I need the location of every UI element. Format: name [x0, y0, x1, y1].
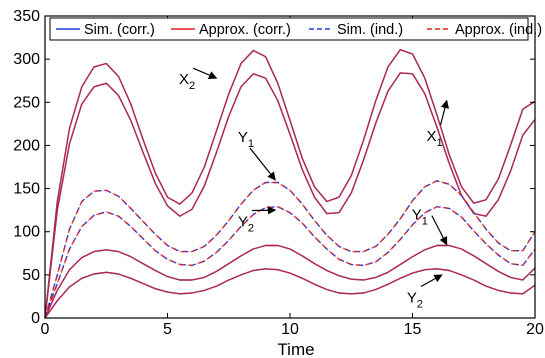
x-tick-label: 5: [163, 321, 172, 338]
annotation-arrow: [439, 99, 450, 126]
series-line-approx-corr: [44, 72, 536, 319]
annotation-y1: Y1: [412, 207, 448, 246]
legend-label: Approx. (ind.): [455, 22, 542, 38]
annotation-arrow: [249, 147, 276, 181]
legend-label: Sim. (ind.): [337, 22, 403, 38]
annotation-main: X: [179, 71, 189, 88]
legend-entry: Sim. (ind.): [309, 22, 403, 38]
annotation-label: Y1: [238, 129, 254, 150]
annotation-main: Y: [238, 214, 248, 231]
annotation-label: Y2: [407, 289, 423, 310]
x-tick-label: 15: [404, 321, 422, 338]
x-tick-label: 20: [526, 321, 544, 338]
annotation-label: Y2: [238, 214, 254, 235]
series-layer: [44, 49, 536, 319]
annotation-arrow: [431, 215, 448, 246]
annotation-x2: X2: [179, 67, 218, 92]
annotation-main: Y: [238, 129, 248, 146]
x-axis-title: Time: [277, 340, 314, 358]
x-tick-label: 0: [41, 321, 50, 338]
y-tick-label: 250: [13, 94, 40, 111]
annotation-main: X: [426, 128, 436, 145]
y-tick-label: 50: [22, 267, 40, 284]
annotation-main: Y: [407, 289, 417, 306]
series-line-approx-ind: [44, 205, 536, 319]
annotation-arrow: [192, 67, 218, 80]
series-line-approx-ind: [44, 180, 536, 319]
annotation-subscript: 2: [248, 223, 254, 235]
annotation-y2: Y2: [238, 206, 277, 235]
annotation-label: Y1: [412, 207, 428, 228]
y-tick-label: 300: [13, 51, 40, 68]
legend-box: [49, 17, 529, 41]
y-tick-label: 350: [13, 8, 40, 25]
series-line-approx-corr: [44, 49, 536, 319]
legend: Sim. (corr.) Approx. (corr.) Sim. (ind.) Ap…: [49, 17, 542, 41]
legend-label: Sim. (corr.): [84, 22, 155, 38]
legend-entry: Approx. (ind.): [427, 22, 542, 38]
annotation-x1: X1: [426, 99, 450, 149]
legend-label: Approx. (corr.): [199, 22, 291, 38]
y-tick-label: 0: [31, 310, 40, 327]
annotation-label: X1: [426, 128, 442, 149]
x-tick-label: 10: [281, 321, 299, 338]
y-tick-label: 150: [13, 181, 40, 198]
annotation-y2: Y2: [407, 274, 443, 310]
annotation-subscript: 1: [248, 138, 254, 150]
annotation-arrow: [420, 274, 443, 287]
series-line-approx-corr: [44, 268, 536, 319]
annotation-subscript: 2: [417, 298, 423, 310]
annotation-subscript: 1: [436, 137, 442, 149]
annotation-main: Y: [412, 207, 422, 224]
legend-entry: Sim. (corr.): [56, 22, 155, 38]
annotation-y1: Y1: [238, 129, 276, 181]
legend-entry: Approx. (corr.): [171, 22, 291, 38]
y-tick-label: 100: [13, 224, 40, 241]
annotation-subscript: 1: [422, 216, 428, 228]
y-tick-label: 200: [13, 137, 40, 154]
series-line-approx-corr: [44, 244, 536, 319]
annotation-subscript: 2: [189, 80, 195, 92]
annotation-label: X2: [179, 71, 195, 92]
